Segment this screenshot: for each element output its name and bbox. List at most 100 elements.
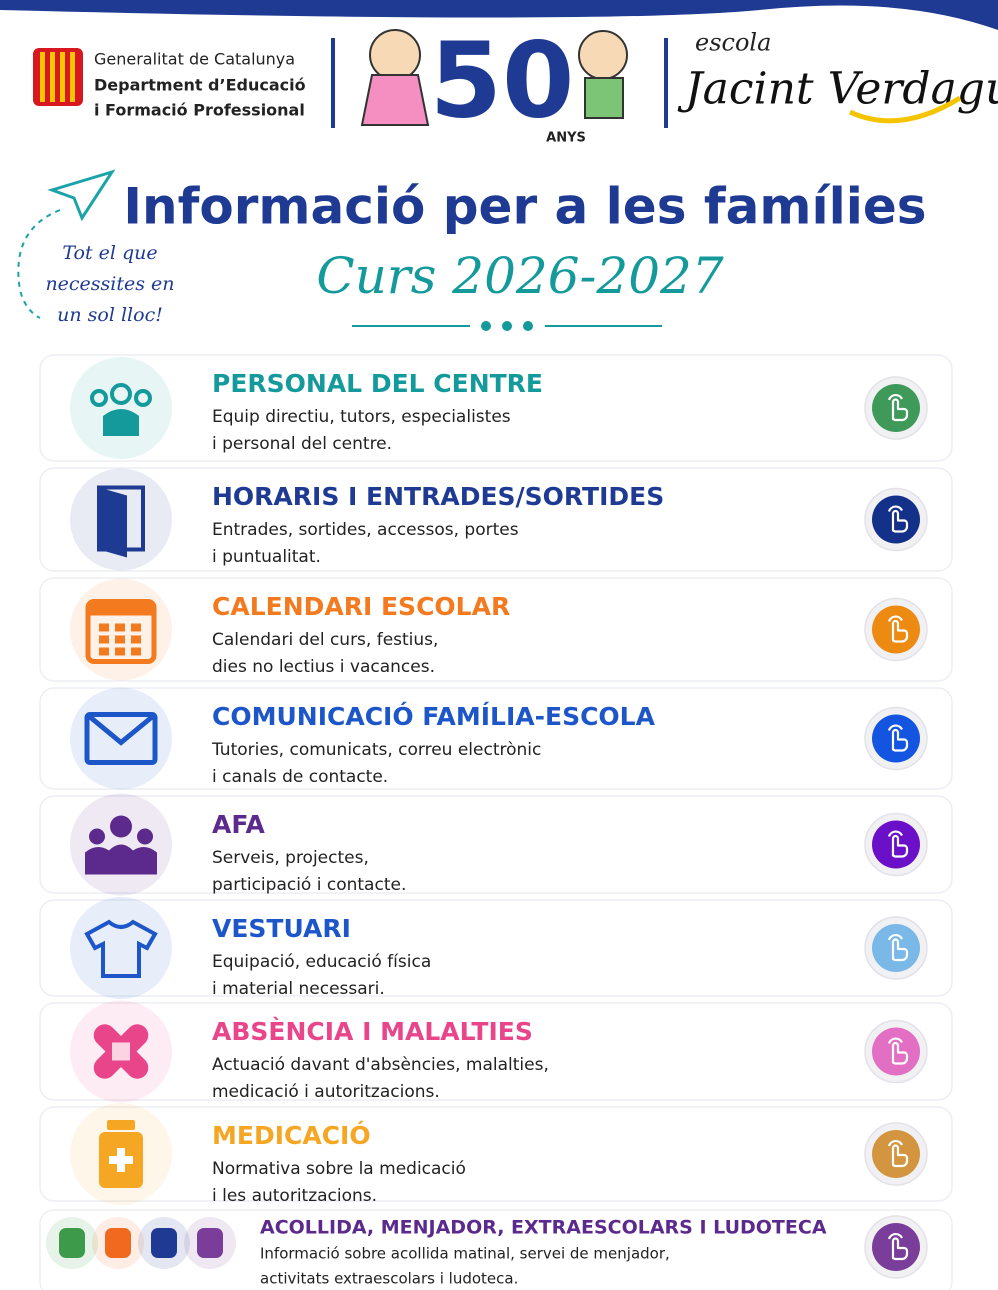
icon-circle [70, 897, 172, 999]
subtitle: Curs 2026-2027 [316, 247, 723, 305]
card-text: i canals de contacte. [212, 767, 388, 787]
icon-shape [109, 1148, 133, 1172]
card-text: Informació sobre acollida matinal, serve… [260, 1245, 670, 1263]
info-card: VESTUARI Equipació, educació física i mate… [39, 897, 953, 999]
icon-shape [115, 635, 125, 644]
card-title: ABSÈNCIA I MALALTIES [212, 1017, 533, 1046]
card-title: VESTUARI [212, 914, 351, 943]
card-text: Equip directiu, tutors, especialistes [212, 407, 511, 427]
card-text: i puntualitat. [212, 547, 321, 567]
icon-shape [84, 919, 158, 978]
open-button[interactable] [864, 597, 928, 662]
open-button[interactable] [864, 376, 928, 440]
card-text: Calendari del curs, festius, [212, 630, 438, 650]
open-button[interactable] [864, 1122, 928, 1186]
divider [331, 38, 335, 128]
open-button[interactable] [864, 916, 928, 980]
button-fill [872, 1223, 920, 1271]
card-title: HORARIS I ENTRADES/SORTIDES [212, 482, 664, 511]
hand-icon [887, 393, 909, 422]
open-button[interactable] [864, 1215, 928, 1279]
icon-shape [103, 409, 139, 436]
icon-shape [99, 487, 127, 558]
open-button[interactable] [864, 1019, 928, 1084]
info-card: PERSONAL DEL CENTRE Equip directiu, tutor… [39, 354, 953, 462]
icon-shape [110, 383, 132, 405]
button-fill [872, 1027, 920, 1076]
icon-shape [110, 815, 132, 838]
icon-shape [134, 389, 152, 407]
open-button[interactable] [864, 706, 928, 771]
card-text: Equipació, educació física [212, 952, 431, 972]
icon-shape [84, 712, 158, 765]
icon-shape [105, 1228, 131, 1258]
card-text: Serveis, projectes, [212, 848, 369, 868]
org-line: Generalitat de Catalunya [94, 50, 295, 69]
info-card: CALENDARI ESCOLAR Calendari del curs, fes… [39, 577, 953, 682]
card-text: Tutories, comunicats, correu electrònic [211, 740, 541, 760]
icon-shape [99, 635, 109, 644]
button-fill [872, 495, 920, 544]
card-background [39, 1002, 953, 1101]
icon-shape [151, 1228, 177, 1258]
button-fill [872, 605, 920, 654]
top-wave [0, 0, 998, 30]
icon-shape [89, 828, 105, 845]
button-fill [872, 820, 920, 869]
card-text: medicació i autoritzacions. [212, 1082, 440, 1102]
info-card: ABSÈNCIA I MALALTIES Actuació davant d'ab… [39, 1000, 953, 1103]
open-button[interactable] [864, 812, 928, 877]
hand-icon [887, 933, 909, 962]
icon-circle [70, 357, 172, 459]
side-note: un sol lloc! [57, 304, 163, 326]
kids-illustration [360, 29, 628, 126]
card-background [39, 1106, 953, 1202]
card-background [39, 354, 953, 462]
icon-shape [131, 623, 141, 632]
icon-shape [131, 635, 141, 644]
hand-icon [887, 830, 909, 858]
info-card: COMUNICACIÓ FAMÍLIA-ESCOLA Tutories, comu… [39, 687, 953, 790]
icon-shape [99, 623, 109, 632]
icon-shape [107, 1120, 135, 1130]
anniversary-label: ANYS [546, 131, 586, 146]
card-text: i material necessari. [212, 979, 385, 999]
divider [664, 38, 668, 128]
school-name: Jacint Verdaguer [677, 64, 998, 115]
card-text: participació i contacte. [212, 875, 406, 895]
info-card: MEDICACIÓ Normativa sobre la medicació i l… [39, 1103, 953, 1206]
title-divider [352, 321, 662, 331]
hand-icon [887, 1037, 909, 1065]
hand-icon [887, 1232, 909, 1261]
icon-shape [115, 623, 125, 632]
org-line: i Formació Professional [94, 101, 305, 120]
icon-shape [90, 389, 108, 407]
card-title: AFA [212, 810, 266, 839]
swoosh [848, 95, 962, 124]
hand-icon [887, 724, 909, 752]
card-text: activitats extraescolars i ludoteca. [260, 1270, 518, 1288]
card-text: Entrades, sortides, accessos, portes [212, 520, 519, 540]
info-card: HORARIS I ENTRADES/SORTIDES Entrades, sor… [39, 467, 953, 572]
icon-shape [115, 647, 125, 656]
info-card: AFA Serveis, projectes, participació i con… [39, 793, 953, 896]
icon-shape [197, 1228, 223, 1258]
open-button[interactable] [864, 487, 928, 552]
hand-icon [887, 1139, 909, 1168]
icon-shape [112, 1042, 130, 1061]
button-fill [872, 384, 920, 432]
card-text: Normativa sobre la medicació [212, 1159, 466, 1179]
card-title: ACOLLIDA, MENJADOR, EXTRAESCOLARS I LUDO… [260, 1217, 827, 1239]
icon-shape [85, 844, 157, 875]
card-background [39, 577, 953, 682]
card-background [39, 1209, 953, 1290]
logo [33, 48, 83, 106]
card-background [39, 795, 953, 894]
card-title: CALENDARI ESCOLAR [212, 592, 510, 621]
hand-icon [887, 615, 909, 643]
icon-shape [85, 712, 157, 746]
side-note: Tot el que [62, 242, 157, 264]
card-title: PERSONAL DEL CENTRE [212, 369, 543, 398]
card-title: MEDICACIÓ [212, 1120, 371, 1150]
